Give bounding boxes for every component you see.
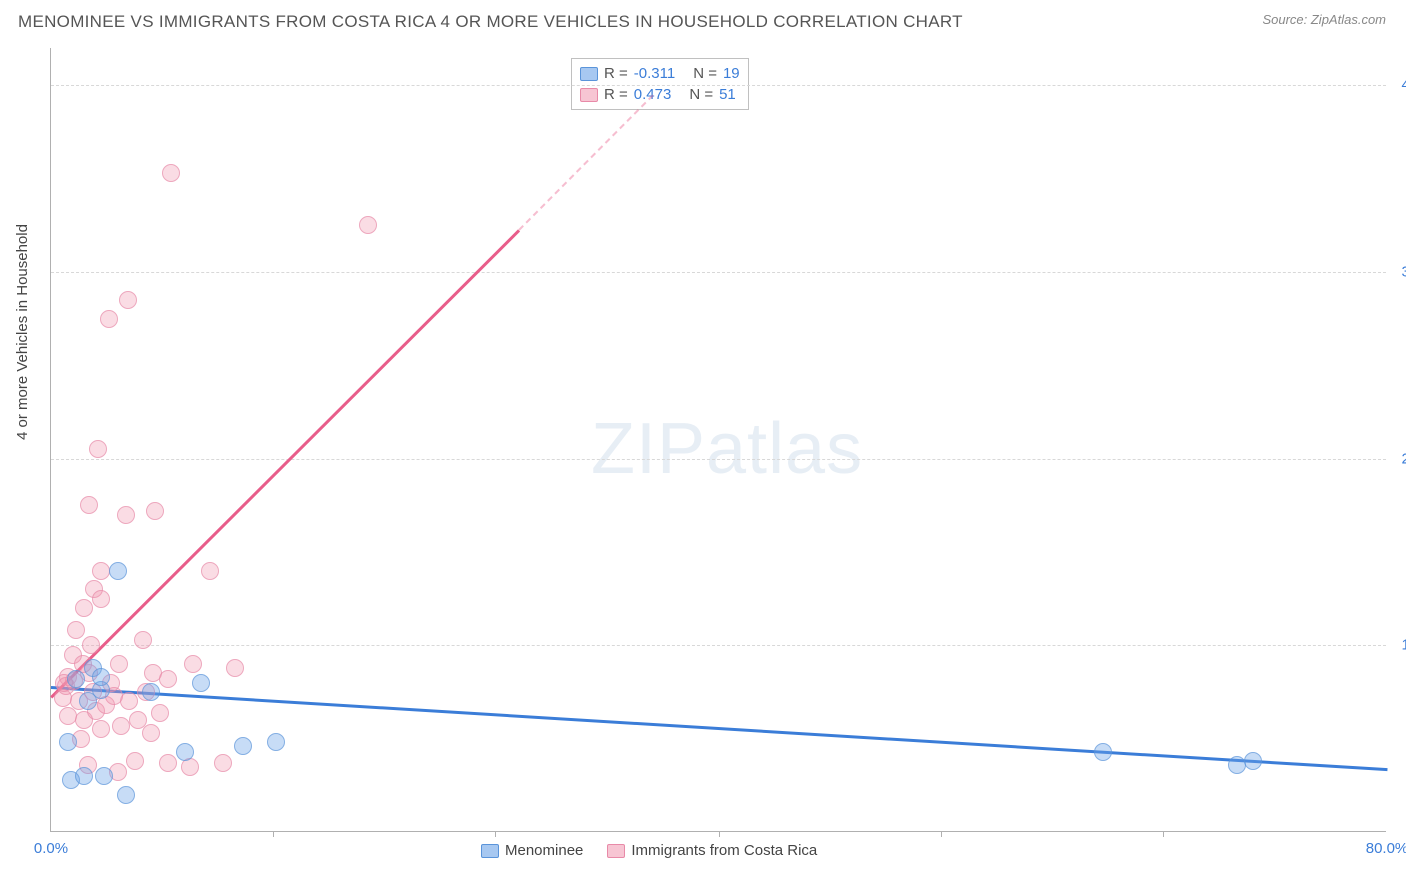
r-value: -0.311 bbox=[634, 65, 675, 82]
data-point bbox=[192, 674, 210, 692]
data-point bbox=[112, 717, 130, 735]
xtick-mark bbox=[719, 831, 720, 837]
header: MENOMINEE VS IMMIGRANTS FROM COSTA RICA … bbox=[0, 0, 1406, 36]
data-point bbox=[201, 562, 219, 580]
data-point bbox=[100, 310, 118, 328]
data-point bbox=[126, 752, 144, 770]
swatch-pink bbox=[607, 844, 625, 858]
ytick-label: 10.0% bbox=[1394, 637, 1406, 654]
ytick-label: 40.0% bbox=[1394, 77, 1406, 94]
data-point bbox=[142, 683, 160, 701]
data-point bbox=[151, 704, 169, 722]
series-legend: Menominee Immigrants from Costa Rica bbox=[481, 842, 817, 859]
xtick-label: 80.0% bbox=[1366, 840, 1406, 857]
r-value: 0.473 bbox=[634, 86, 672, 103]
data-point bbox=[89, 440, 107, 458]
data-point bbox=[146, 502, 164, 520]
data-point bbox=[1244, 752, 1262, 770]
trend-line bbox=[51, 686, 1387, 771]
swatch-pink bbox=[580, 88, 598, 102]
xtick-label: 0.0% bbox=[34, 840, 68, 857]
data-point bbox=[92, 590, 110, 608]
data-point bbox=[359, 216, 377, 234]
gridline bbox=[51, 272, 1386, 273]
data-point bbox=[59, 733, 77, 751]
legend-item-menominee: Menominee bbox=[481, 842, 583, 859]
data-point bbox=[67, 670, 85, 688]
data-point bbox=[109, 562, 127, 580]
data-point bbox=[110, 655, 128, 673]
chart-plot-area: ZIPatlas R = -0.311 N = 19 R = 0.473 N =… bbox=[50, 48, 1386, 832]
xtick-mark bbox=[495, 831, 496, 837]
r-label: R = bbox=[604, 65, 628, 82]
legend-row-blue: R = -0.311 N = 19 bbox=[580, 63, 740, 84]
data-point bbox=[117, 506, 135, 524]
r-label: R = bbox=[604, 86, 628, 103]
swatch-blue bbox=[580, 67, 598, 81]
source-label: Source: ZipAtlas.com bbox=[1262, 12, 1386, 27]
data-point bbox=[75, 767, 93, 785]
data-point bbox=[119, 291, 137, 309]
chart-title: MENOMINEE VS IMMIGRANTS FROM COSTA RICA … bbox=[18, 12, 963, 32]
ytick-label: 20.0% bbox=[1394, 450, 1406, 467]
swatch-blue bbox=[481, 844, 499, 858]
y-axis-label: 4 or more Vehicles in Household bbox=[14, 224, 31, 440]
n-value: 19 bbox=[723, 65, 740, 82]
data-point bbox=[80, 496, 98, 514]
watermark: ZIPatlas bbox=[591, 408, 863, 490]
data-point bbox=[159, 670, 177, 688]
data-point bbox=[184, 655, 202, 673]
n-label: N = bbox=[693, 65, 717, 82]
data-point bbox=[59, 707, 77, 725]
legend-label: Menominee bbox=[505, 842, 583, 859]
data-point bbox=[1228, 756, 1246, 774]
data-point bbox=[79, 692, 97, 710]
data-point bbox=[234, 737, 252, 755]
data-point bbox=[226, 659, 244, 677]
legend-row-pink: R = 0.473 N = 51 bbox=[580, 84, 740, 105]
gridline bbox=[51, 459, 1386, 460]
watermark-zip: ZIP bbox=[591, 409, 706, 489]
data-point bbox=[67, 621, 85, 639]
xtick-mark bbox=[1163, 831, 1164, 837]
ytick-label: 30.0% bbox=[1394, 264, 1406, 281]
data-point bbox=[267, 733, 285, 751]
data-point bbox=[162, 164, 180, 182]
xtick-mark bbox=[273, 831, 274, 837]
n-label: N = bbox=[689, 86, 713, 103]
data-point bbox=[159, 754, 177, 772]
data-point bbox=[134, 631, 152, 649]
data-point bbox=[95, 767, 113, 785]
legend-item-costa-rica: Immigrants from Costa Rica bbox=[607, 842, 817, 859]
data-point bbox=[117, 786, 135, 804]
data-point bbox=[92, 720, 110, 738]
n-value: 51 bbox=[719, 86, 736, 103]
data-point bbox=[176, 743, 194, 761]
data-point bbox=[142, 724, 160, 742]
data-point bbox=[75, 599, 93, 617]
watermark-atlas: atlas bbox=[706, 409, 863, 489]
gridline bbox=[51, 85, 1386, 86]
trend-line bbox=[518, 95, 653, 231]
data-point bbox=[1094, 743, 1112, 761]
correlation-legend: R = -0.311 N = 19 R = 0.473 N = 51 bbox=[571, 58, 749, 110]
xtick-mark bbox=[941, 831, 942, 837]
gridline bbox=[51, 645, 1386, 646]
data-point bbox=[82, 636, 100, 654]
data-point bbox=[214, 754, 232, 772]
data-point bbox=[92, 668, 110, 686]
legend-label: Immigrants from Costa Rica bbox=[631, 842, 817, 859]
data-point bbox=[92, 562, 110, 580]
